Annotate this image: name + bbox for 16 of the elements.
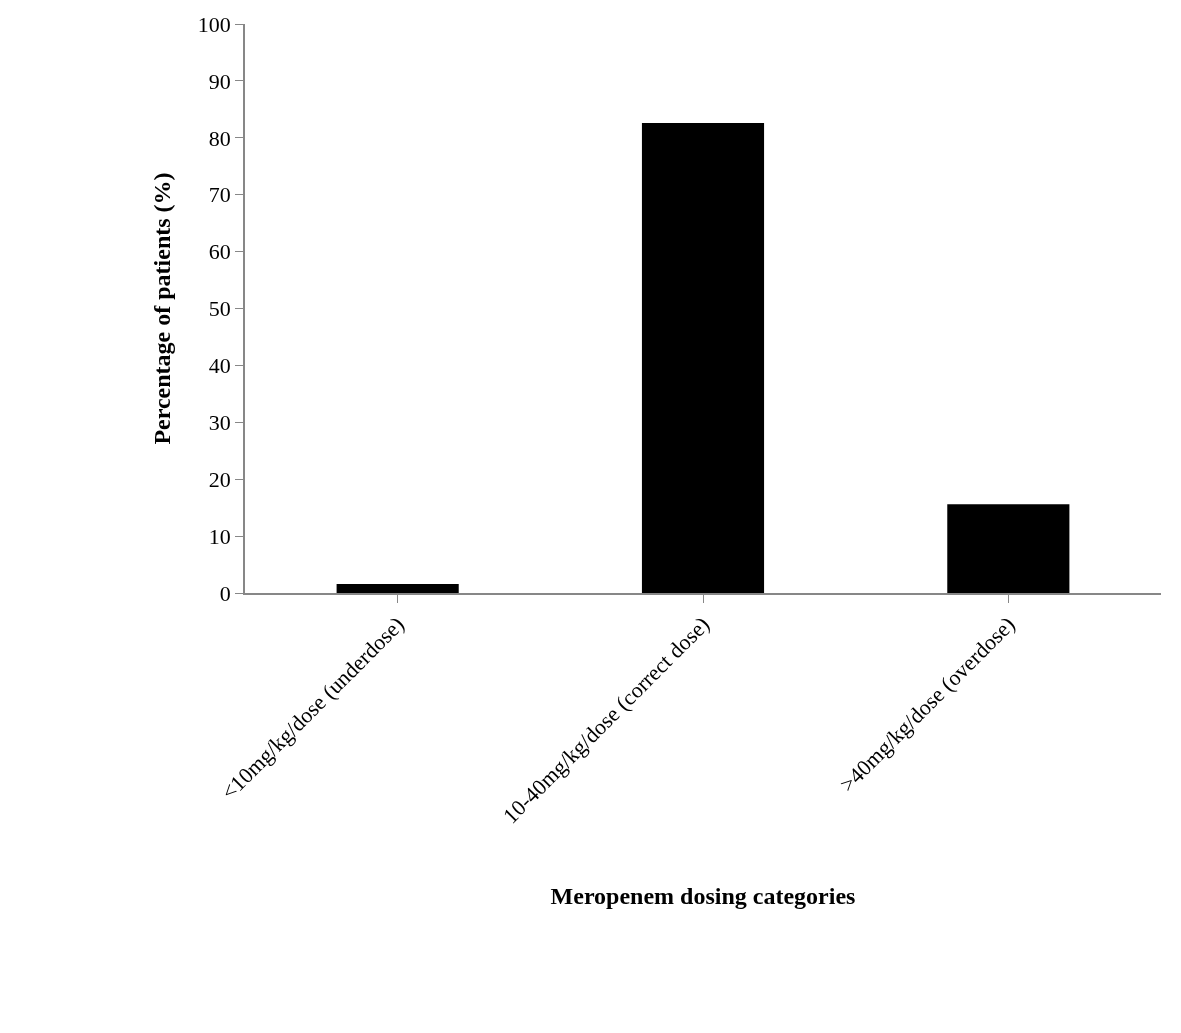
bar xyxy=(641,123,765,593)
bar xyxy=(947,504,1070,593)
y-axis-title: Percentage of patients (%) xyxy=(149,172,176,445)
bar xyxy=(336,583,459,593)
y-tick-label: 80 xyxy=(208,125,231,151)
y-tick-label: 10 xyxy=(208,523,231,549)
y-tick-label: 70 xyxy=(208,182,231,208)
y-tick-label: 100 xyxy=(197,11,231,37)
x-axis-title: Meropenem dosing categories xyxy=(550,882,856,909)
y-tick-label: 60 xyxy=(208,239,231,265)
y-tick-label: 20 xyxy=(208,466,231,492)
y-tick-label: 90 xyxy=(208,68,231,94)
y-tick-label: 0 xyxy=(219,580,231,606)
y-tick-label: 30 xyxy=(208,410,231,435)
y-tick-label: 40 xyxy=(208,353,231,379)
y-tick-label: 50 xyxy=(208,296,231,322)
